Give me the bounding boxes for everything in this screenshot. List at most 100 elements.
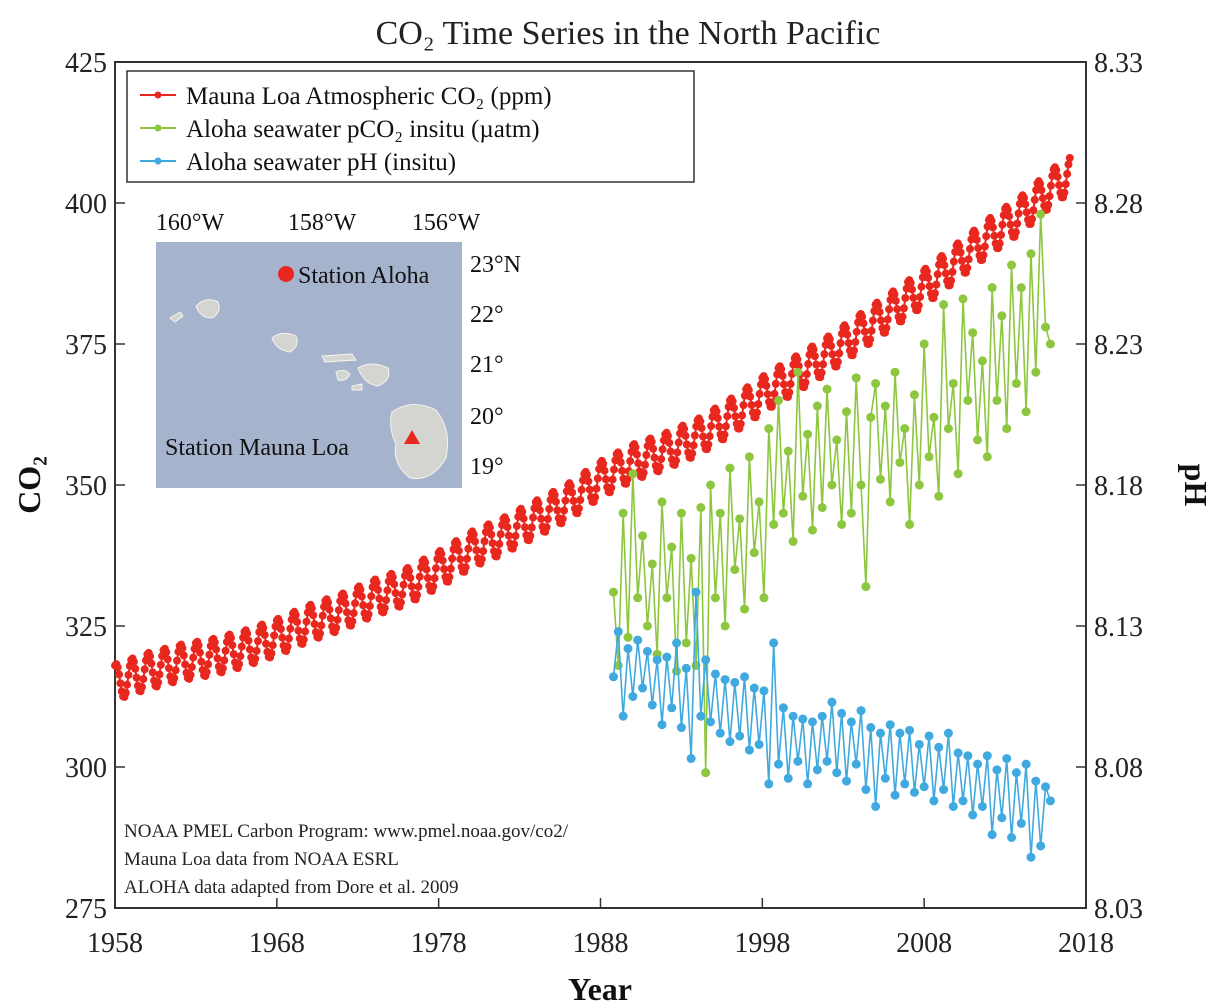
mauna-loa-point: [205, 650, 214, 659]
mauna-loa-point: [326, 614, 335, 623]
aloha-ph-point: [837, 708, 847, 718]
mauna-loa-point: [1046, 181, 1055, 190]
mauna-loa-point: [147, 659, 156, 668]
mauna-loa-point: [616, 458, 625, 467]
mauna-loa-point: [1006, 220, 1015, 229]
mauna-loa-point: [738, 411, 747, 420]
mauna-loa-point: [584, 477, 593, 486]
mauna-loa-point: [551, 497, 560, 506]
aloha-ph-point: [973, 759, 983, 769]
mauna-loa-point: [649, 444, 658, 453]
mauna-loa-point: [317, 621, 326, 630]
legend-label-mauna-loa: Mauna Loa Atmospheric CO₂ (ppm): [186, 83, 552, 110]
series-mauna-loa: [111, 153, 1074, 701]
mauna-loa-point: [221, 646, 230, 655]
aloha-pco2-point: [837, 519, 847, 529]
mauna-loa-point: [909, 293, 918, 302]
mauna-loa-point: [237, 642, 246, 651]
aloha-pco2-point: [638, 531, 648, 541]
mauna-loa-point: [430, 574, 439, 583]
mauna-loa-point: [178, 644, 187, 653]
island-lanai: [335, 369, 351, 381]
mauna-loa-point: [406, 573, 415, 582]
mauna-loa-point: [707, 422, 716, 431]
y-left-tick-label: 425: [65, 48, 107, 79]
aloha-pco2-point: [778, 508, 788, 518]
aloha-pco2-point: [880, 401, 890, 411]
mauna-loa-point: [721, 422, 730, 431]
mauna-loa-point: [890, 290, 899, 299]
y-left-tick-label: 375: [65, 330, 107, 361]
aloha-ph-point: [657, 720, 667, 730]
mauna-loa-point: [608, 475, 617, 484]
mauna-loa-point: [1061, 180, 1070, 189]
aloha-pco2-point: [885, 497, 895, 507]
aloha-ph-point: [764, 779, 774, 789]
mauna-loa-point: [545, 505, 554, 514]
aloha-ph-point: [987, 830, 997, 840]
mauna-loa-point: [189, 653, 198, 662]
map-lat-label-22: 22°: [470, 302, 504, 328]
mauna-loa-point: [291, 610, 300, 619]
mauna-loa-point: [576, 495, 585, 504]
mauna-loa-point: [504, 531, 513, 540]
aloha-pco2-point: [919, 339, 929, 349]
mauna-loa-point: [908, 285, 917, 294]
mauna-loa-point: [778, 371, 787, 380]
mauna-loa-point: [367, 592, 376, 601]
aloha-pco2-point: [924, 452, 934, 462]
mauna-loa-point: [243, 629, 252, 638]
mauna-loa-point: [1063, 169, 1072, 178]
aloha-pco2-point: [657, 497, 667, 507]
mauna-loa-point: [414, 582, 423, 591]
mauna-loa-point: [577, 485, 586, 494]
aloha-pco2-point: [1021, 407, 1031, 417]
island-molokai: [321, 353, 357, 363]
mauna-loa-point: [680, 424, 689, 433]
mauna-loa-point: [341, 599, 350, 608]
mauna-loa-point: [267, 649, 276, 658]
mauna-loa-point: [495, 540, 504, 549]
mauna-loa-point: [519, 514, 528, 523]
mauna-loa-point: [518, 507, 527, 516]
mauna-loa-point: [574, 504, 583, 513]
mauna-loa-point: [827, 341, 836, 350]
mauna-loa-point: [453, 540, 462, 549]
mauna-loa-point: [275, 618, 284, 627]
aloha-ph-point: [861, 785, 871, 795]
mauna-loa-point: [860, 327, 869, 336]
mauna-loa-point: [1021, 200, 1030, 209]
mauna-loa-point: [187, 663, 196, 672]
mauna-loa-point: [218, 664, 227, 673]
aloha-pco2-point: [710, 593, 720, 603]
mauna-loa-point: [982, 232, 991, 241]
aloha-ph-point: [895, 728, 905, 738]
mauna-loa-point: [963, 263, 972, 272]
mauna-loa-point: [956, 248, 965, 257]
mauna-loa-point: [262, 639, 271, 648]
mauna-loa-point: [754, 400, 763, 409]
mauna-loa-point: [898, 312, 907, 321]
mauna-loa-point: [364, 610, 373, 619]
mauna-loa-point: [843, 330, 852, 339]
aloha-pco2-point: [759, 593, 769, 603]
aloha-pco2-point: [735, 514, 745, 524]
mauna-loa-point: [226, 634, 235, 643]
mauna-loa-point: [626, 457, 635, 466]
aloha-ph-point: [667, 703, 677, 713]
aloha-ph-point: [672, 638, 682, 648]
map-lon-label-156w: 156°W: [412, 210, 481, 236]
mauna-loa-point: [971, 229, 980, 238]
data-credits: NOAA PMEL Carbon Program: www.pmel.noaa.…: [124, 821, 569, 898]
mauna-loa-point: [698, 432, 707, 441]
mauna-loa-point: [988, 223, 997, 232]
aloha-pco2-point: [642, 621, 652, 631]
mauna-loa-point: [140, 665, 149, 674]
mauna-loa-point: [974, 244, 983, 253]
mauna-loa-point: [446, 564, 455, 573]
aloha-ph-point: [992, 765, 1002, 775]
aloha-pco2-point: [1002, 424, 1012, 434]
mauna-loa-point: [332, 623, 341, 632]
mauna-loa-point: [1028, 214, 1037, 223]
